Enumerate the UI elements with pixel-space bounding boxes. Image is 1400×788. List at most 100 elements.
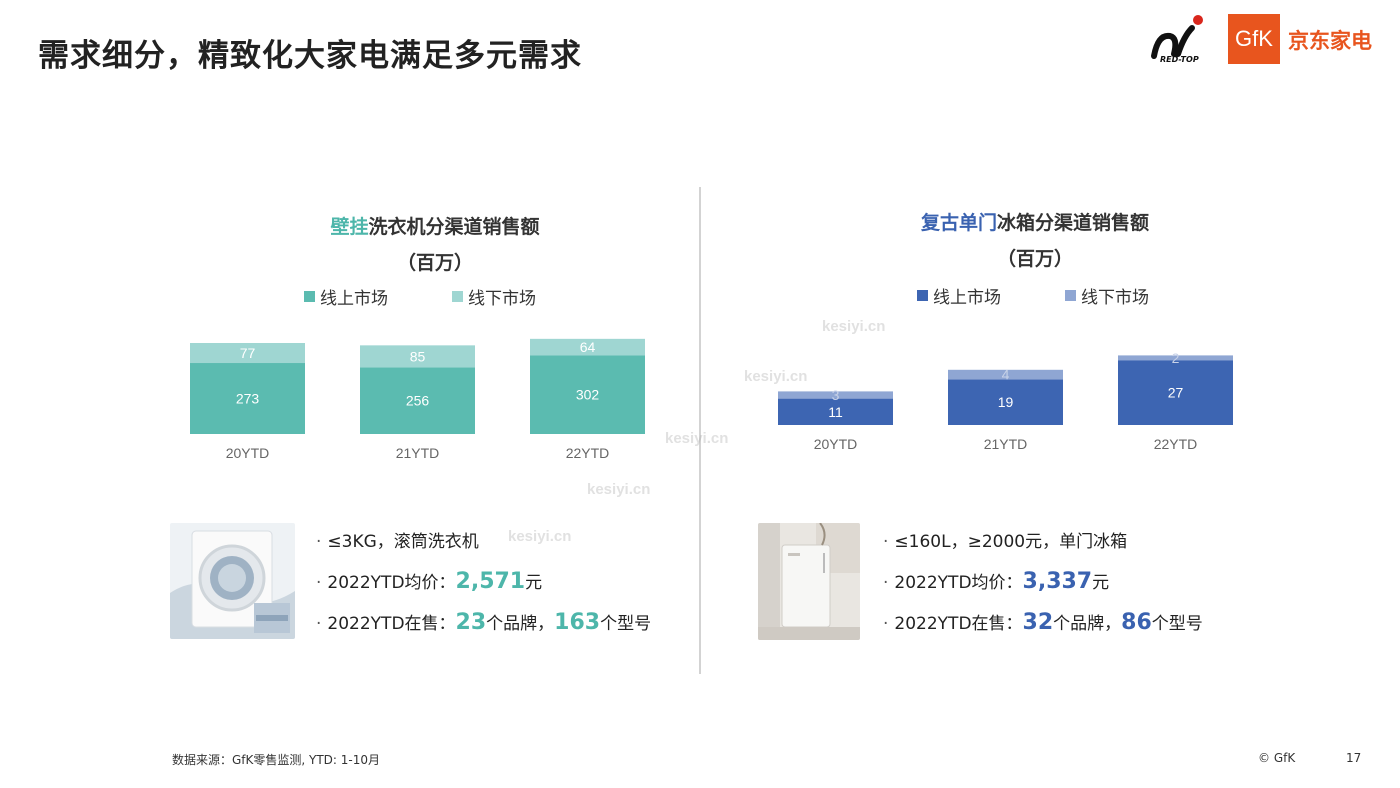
bullet-dot: · xyxy=(316,573,322,593)
left-bullet-price: · 2022YTD均价： 2,571 元 xyxy=(316,568,651,609)
right-bullet-spec: · ≤160L，≥2000元，单门冰箱 xyxy=(883,527,1203,568)
right-bullet-price: · 2022YTD均价： 3,337 元 xyxy=(883,568,1203,609)
left-bullet-spec: · ≤3KG，滚筒洗衣机 xyxy=(316,527,651,568)
right-title-rest: 冰箱分渠道销售额 xyxy=(997,212,1150,234)
left-chart-title: 壁挂洗衣机分渠道销售额 xyxy=(250,212,620,239)
bullet-dot: · xyxy=(316,532,322,552)
right-brands-prefix: 2022YTD在售： xyxy=(894,614,1023,634)
left-legend: 线上市场 线下市场 xyxy=(304,284,536,309)
left-bullet-spec-text: ≤3KG，滚筒洗衣机 xyxy=(327,532,479,552)
right-price-prefix: 2022YTD均价： xyxy=(894,573,1023,593)
x-tick-label: 20YTD xyxy=(814,436,858,452)
redtop-logo xyxy=(1151,15,1203,59)
bar-value-label: 19 xyxy=(998,394,1014,410)
x-tick-label: 20YTD xyxy=(226,445,270,461)
bar-segment-online xyxy=(530,355,645,434)
legend-swatch xyxy=(452,291,463,302)
legend-item-online: 线上市场 xyxy=(304,284,388,309)
left-title-highlight: 壁挂 xyxy=(330,216,369,238)
bar-value-label: 85 xyxy=(410,348,426,364)
bar-value-label: 256 xyxy=(406,393,430,409)
gfk-logo: GfK xyxy=(1228,14,1280,64)
right-bar-chart: 113 20YTD 19 4 21YTD 27 2 22YTD xyxy=(778,350,1233,452)
bar-segment-online xyxy=(360,367,475,434)
bar-value-label: 11 xyxy=(828,404,843,420)
bar-segment-offline xyxy=(190,343,305,364)
right-chart-title: 复古单门冰箱分渠道销售额 xyxy=(850,208,1220,235)
legend-label: 线下市场 xyxy=(468,289,536,309)
bar-segment-online xyxy=(1118,360,1233,425)
watermark: kesiyi.cn xyxy=(744,368,808,385)
left-models-suffix: 个型号 xyxy=(600,614,652,634)
right-models-suffix: 个型号 xyxy=(1151,614,1203,634)
right-price-value: 3,337 xyxy=(1022,569,1093,594)
bar-segment-offline xyxy=(530,338,645,356)
watermark: kesiyi.cn xyxy=(665,430,729,447)
right-chart-unit: （百万） xyxy=(996,248,1073,270)
copyright: © GfK xyxy=(1258,751,1296,765)
left-bullet-brands: · 2022YTD在售： 23 个品牌， 163 个型号 xyxy=(316,609,651,650)
left-price-prefix: 2022YTD均价： xyxy=(327,573,456,593)
legend-label: 线上市场 xyxy=(320,289,388,309)
bar-segment-offline xyxy=(778,391,893,399)
bar-value-label: 4 xyxy=(1002,367,1010,383)
redtop-logo-text: RED-TOP xyxy=(1160,55,1199,64)
bullet-dot: · xyxy=(883,532,889,552)
left-price-suffix: 元 xyxy=(525,573,543,593)
legend-swatch xyxy=(1065,290,1076,301)
right-price-suffix: 元 xyxy=(1092,573,1110,593)
left-brands-count: 23 xyxy=(455,610,487,635)
right-bullets: · ≤160L，≥2000元，单门冰箱 · 2022YTD均价： 3,337 元… xyxy=(883,527,1203,650)
legend-item-online: 线上市场 xyxy=(917,283,1001,308)
left-brands-mid: 个品牌， xyxy=(486,614,555,634)
bar-segment-offline xyxy=(948,369,1063,380)
legend-label: 线上市场 xyxy=(933,288,1001,308)
bar-segment-online xyxy=(948,379,1063,425)
source-note: 数据来源：GfK零售监测, YTD: 1-10月 xyxy=(172,753,381,767)
bar-value-label: 27 xyxy=(1168,385,1184,401)
bar-segment-offline xyxy=(360,345,475,368)
page-number: 17 xyxy=(1346,751,1362,765)
bullet-dot: · xyxy=(883,614,889,634)
center-divider xyxy=(699,187,701,674)
legend-swatch xyxy=(304,291,315,302)
bar-value-label: 3 xyxy=(832,387,840,403)
bar-segment-online xyxy=(778,398,893,425)
legend-item-offline: 线下市场 xyxy=(1065,283,1149,308)
bar-segment-online xyxy=(190,363,305,434)
bar-value-label: 273 xyxy=(236,391,260,407)
right-brands-count: 32 xyxy=(1022,610,1054,635)
watermark: kesiyi.cn xyxy=(822,318,886,335)
bar-segment-offline xyxy=(1118,355,1233,361)
right-brands-mid: 个品牌， xyxy=(1053,614,1122,634)
bar-value-label: 302 xyxy=(576,387,600,403)
left-bullets: · ≤3KG，滚筒洗衣机 · 2022YTD均价： 2,571 元 · 2022… xyxy=(316,527,651,650)
legend-label: 线下市场 xyxy=(1081,288,1149,308)
right-bullet-spec-text: ≤160L，≥2000元，单门冰箱 xyxy=(894,532,1128,552)
watermark: kesiyi.cn xyxy=(587,481,651,498)
washing-machine-image xyxy=(170,523,295,639)
left-brands-prefix: 2022YTD在售： xyxy=(327,614,456,634)
x-tick-label: 22YTD xyxy=(566,445,610,461)
legend-swatch xyxy=(917,290,928,301)
jd-logo: 京东家电 xyxy=(1288,29,1372,53)
right-legend: 线上市场 线下市场 xyxy=(917,283,1149,308)
fridge-image xyxy=(758,523,860,640)
x-tick-label: 21YTD xyxy=(396,445,440,461)
left-models-count: 163 xyxy=(554,610,601,635)
left-price-value: 2,571 xyxy=(455,569,526,594)
x-tick-label: 21YTD xyxy=(984,436,1028,452)
bullet-dot: · xyxy=(883,573,889,593)
bar-value-label: 77 xyxy=(240,345,256,361)
right-models-count: 86 xyxy=(1121,610,1152,635)
bullet-dot: · xyxy=(316,614,322,634)
x-tick-label: 22YTD xyxy=(1154,436,1198,452)
right-title-highlight: 复古单门 xyxy=(920,212,997,234)
watermark: kesiyi.cn xyxy=(508,528,572,545)
page-title: 需求细分，精致化大家电满足多元需求 xyxy=(38,38,582,74)
left-bar-chart: 273 77 20YTD 256 85 21YTD 302 64 22YTD xyxy=(190,338,645,461)
left-title-rest: 洗衣机分渠道销售额 xyxy=(368,216,540,238)
legend-item-offline: 线下市场 xyxy=(452,284,536,309)
bar-value-label: 64 xyxy=(580,339,596,355)
bar-value-label: 2 xyxy=(1172,350,1180,366)
